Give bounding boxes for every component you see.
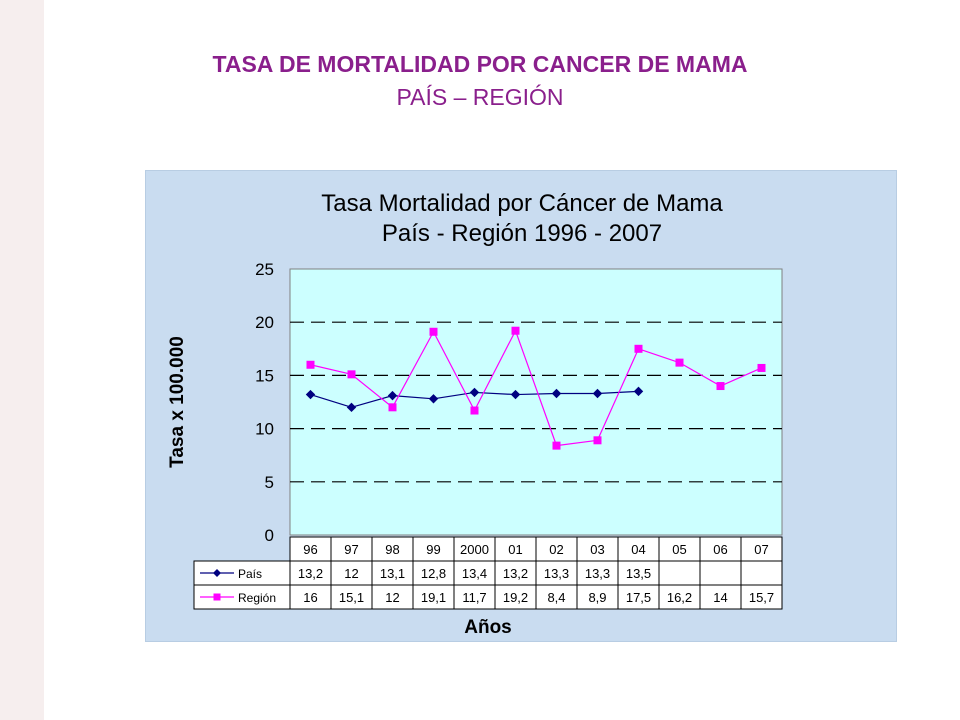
x-category-label: 04 — [631, 542, 645, 557]
data-point — [428, 394, 439, 404]
table-cell-value: 13,1 — [380, 566, 405, 581]
data-point — [551, 388, 562, 399]
x-category-label: 97 — [344, 542, 358, 557]
table-cell-value: 16,2 — [667, 590, 692, 605]
table-cell-value: 8,4 — [547, 590, 565, 605]
data-point — [387, 390, 398, 401]
y-tick-label: 20 — [255, 313, 274, 332]
table-cell-value: 17,5 — [626, 590, 651, 605]
x-category-label: 01 — [508, 542, 522, 557]
table-cell-value: 19,2 — [503, 590, 528, 605]
series-line-segment — [433, 391, 475, 400]
series-line-segment — [720, 367, 762, 387]
table-cell-value: 15,1 — [339, 590, 364, 605]
data-point — [634, 344, 643, 353]
data-point — [346, 402, 357, 413]
data-point — [388, 403, 397, 412]
legend-label: Región — [238, 591, 276, 605]
table-cell-value: 16 — [303, 590, 317, 605]
series-line-segment — [514, 330, 558, 446]
legend-key-marker — [213, 593, 221, 601]
side-strip — [0, 0, 44, 720]
table-cell-value: 11,7 — [462, 590, 486, 605]
table-cell-value: 13,2 — [503, 566, 528, 581]
series-line-segment — [351, 395, 393, 408]
data-point — [347, 370, 356, 379]
table-cell-value: 13,3 — [585, 566, 610, 581]
data-point — [593, 436, 602, 445]
y-tick-label: 15 — [255, 366, 274, 385]
table-cell-value: 13,3 — [544, 566, 569, 581]
x-category-label: 96 — [303, 542, 317, 557]
data-point — [675, 358, 684, 367]
table-cell-value: 13,4 — [462, 566, 487, 581]
slide-title: TASA DE MORTALIDAD POR CANCER DE MAMA — [212, 51, 748, 77]
data-point — [552, 441, 561, 450]
y-axis-label: Tasa x 100.000 — [167, 336, 188, 468]
data-point — [511, 326, 520, 335]
table-cell-value: 12 — [344, 566, 358, 581]
y-tick-label: 5 — [265, 473, 274, 492]
chart-frame: Tasa Mortalidad por Cáncer de Mama País -… — [145, 170, 897, 642]
y-tick-label: 10 — [255, 420, 274, 439]
series-line-segment — [391, 331, 435, 408]
x-category-label: 2000 — [460, 542, 489, 557]
data-point — [306, 360, 315, 369]
data-point — [305, 389, 316, 400]
table-cell-value: 8,9 — [588, 590, 606, 605]
x-category-label: 03 — [590, 542, 604, 557]
table-cell-value: 12 — [385, 590, 399, 605]
series-line-segment — [310, 393, 352, 408]
data-point — [592, 388, 603, 399]
data-point — [429, 327, 438, 336]
series-line-segment — [351, 373, 393, 408]
table-cell-value: 13,5 — [626, 566, 651, 581]
data-point — [757, 363, 766, 372]
x-axis-label: Años — [464, 617, 512, 638]
line-chart: Tasa Mortalidad por Cáncer de Mama País -… — [167, 190, 783, 638]
legend-label: País — [238, 567, 262, 581]
y-tick-label: 0 — [265, 526, 274, 545]
series-line-segment — [515, 392, 557, 396]
series-line-segment — [432, 331, 476, 411]
legend-key-marker — [213, 569, 221, 577]
x-category-label: 05 — [672, 542, 686, 557]
series-line-segment — [556, 439, 598, 447]
series-line-segment — [596, 348, 640, 441]
chart-title: País - Región 1996 - 2007 — [382, 220, 662, 247]
table-cell-value: 13,2 — [298, 566, 323, 581]
y-tick-label: 25 — [255, 260, 274, 279]
data-point — [716, 382, 725, 391]
series-line-segment — [392, 395, 434, 400]
table-cell-value: 12,8 — [421, 566, 446, 581]
data-point — [510, 389, 521, 400]
x-category-label: 02 — [549, 542, 563, 557]
series-line-segment — [638, 348, 680, 364]
table-cell-value: 19,1 — [421, 590, 446, 605]
chart-title: Tasa Mortalidad por Cáncer de Mama — [321, 190, 723, 217]
x-category-label: 06 — [713, 542, 727, 557]
data-point — [469, 387, 480, 398]
x-category-label: 98 — [385, 542, 399, 557]
series-line-segment — [473, 330, 517, 411]
table-cell-value: 14 — [713, 590, 727, 605]
series-line-segment — [679, 362, 721, 387]
slide-subtitle: PAÍS – REGIÓN — [396, 84, 564, 110]
data-point — [470, 406, 479, 415]
plot-area — [289, 268, 783, 536]
series-line-segment — [474, 391, 516, 396]
x-category-label: 99 — [426, 542, 440, 557]
x-category-label: 07 — [754, 542, 768, 557]
series-line-segment — [310, 364, 352, 375]
data-point — [633, 386, 644, 397]
table-cell-value: 15,7 — [749, 590, 774, 605]
series-line-segment — [597, 390, 639, 395]
